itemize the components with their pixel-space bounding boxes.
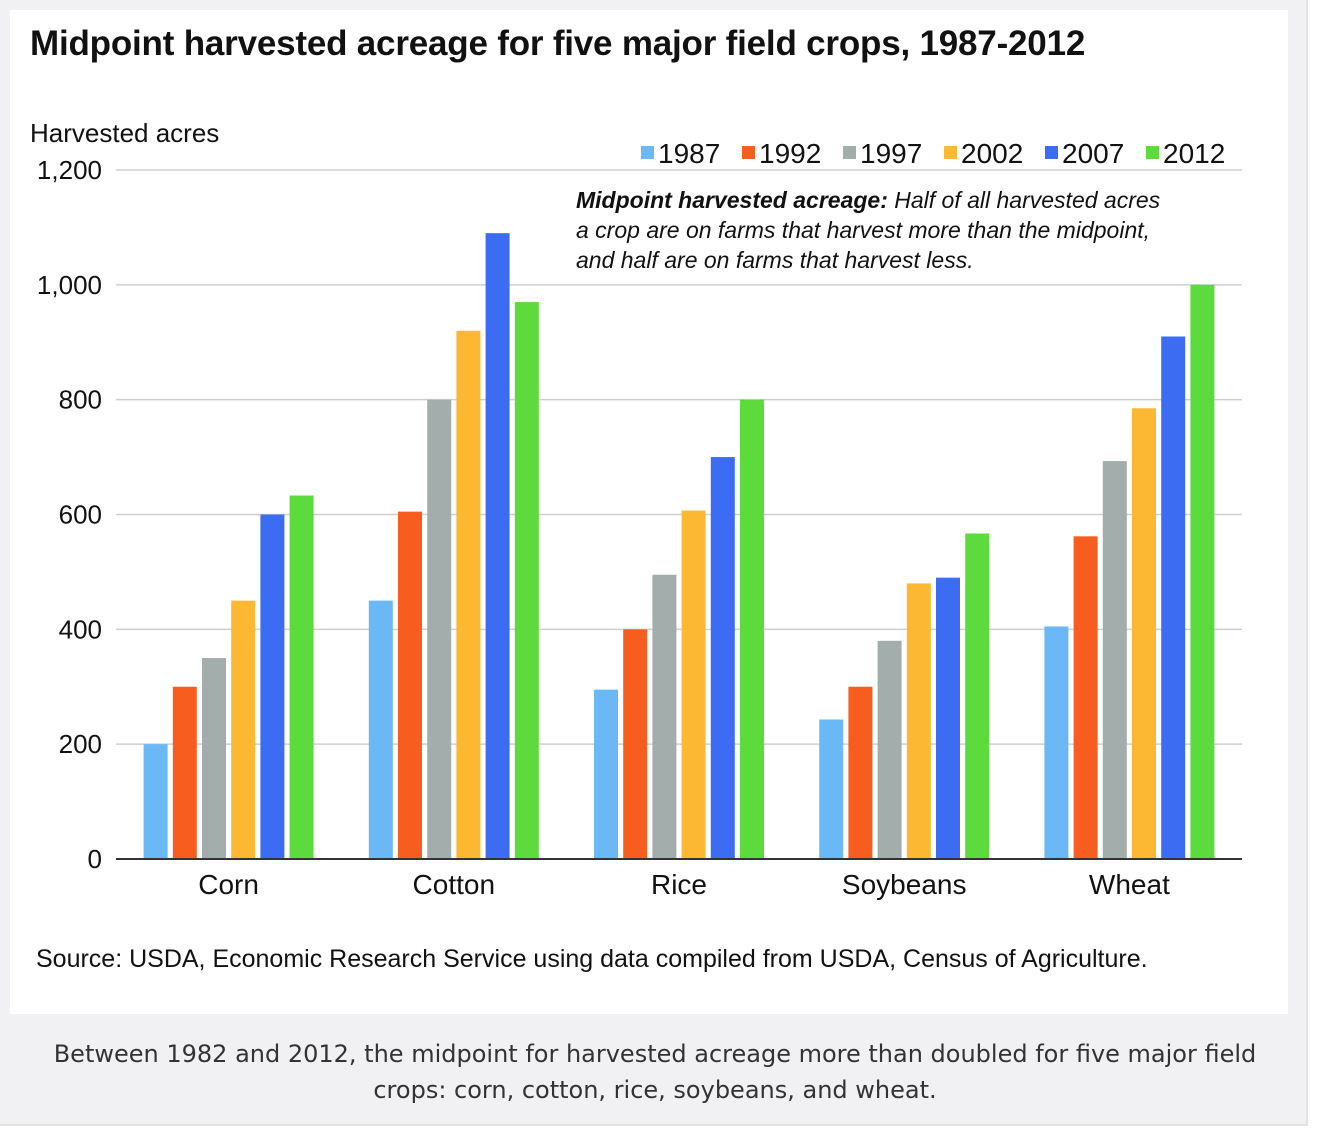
- x-tick-label: Rice: [651, 869, 707, 900]
- note-line-3: and half are on farms that harvest less.: [576, 247, 974, 273]
- y-axis-label: Harvested acres: [30, 118, 219, 148]
- y-tick-label: 1,000: [37, 270, 102, 300]
- y-tick-label: 600: [59, 500, 102, 530]
- bar-cotton-2002: [456, 330, 481, 859]
- bar-soybeans-1997: [877, 640, 902, 859]
- bar-wheat-1987: [1044, 626, 1069, 859]
- chart-figure: Midpoint harvested acreage for five majo…: [10, 10, 1288, 1014]
- figure-caption: Between 1982 and 2012, the midpoint for …: [53, 1040, 1257, 1104]
- note-line-2: a crop are on farms that harvest more th…: [576, 217, 1150, 243]
- bar-corn-1997: [202, 658, 226, 859]
- x-axis-ticks: Corn Cotton Rice Soybeans Wheat: [198, 869, 1170, 900]
- legend-label-1987: 1987: [658, 138, 720, 169]
- legend-swatch-2012: [1146, 146, 1159, 159]
- bar-wheat-2002: [1132, 408, 1156, 859]
- y-tick-label: 1,200: [37, 155, 102, 185]
- bar-cotton-2012: [514, 302, 539, 859]
- legend-label-2007: 2007: [1062, 138, 1124, 169]
- bar-cotton-1997: [427, 399, 452, 859]
- bar-rice-1987: [594, 689, 618, 859]
- bar-wheat-2012: [1190, 284, 1215, 859]
- y-tick-label: 400: [59, 614, 102, 644]
- bar-corn-1987: [143, 744, 168, 859]
- y-tick-label: 800: [59, 385, 102, 415]
- note-bold: Midpoint harvested acreage:: [576, 187, 888, 213]
- x-tick-label: Cotton: [413, 869, 496, 900]
- y-tick-label: 0: [88, 844, 102, 874]
- bar-rice-1997: [652, 574, 677, 859]
- bar-wheat-2007: [1161, 336, 1186, 860]
- x-tick-label: Corn: [198, 869, 259, 900]
- legend-swatch-1987: [641, 146, 654, 159]
- bar-wheat-1992: [1073, 536, 1098, 859]
- x-tick-label: Wheat: [1089, 869, 1170, 900]
- legend-label-2002: 2002: [961, 138, 1023, 169]
- chart-title: Midpoint harvested acreage for five majo…: [30, 24, 1086, 63]
- legend-swatch-2002: [944, 146, 957, 159]
- legend-swatch-2007: [1045, 146, 1058, 159]
- bar-soybeans-1987: [819, 719, 844, 859]
- bar-corn-2002: [231, 600, 256, 859]
- legend-label-2012: 2012: [1163, 138, 1225, 169]
- bar-rice-1992: [623, 629, 648, 859]
- bar-soybeans-2012: [965, 533, 990, 859]
- legend-swatch-1992: [742, 146, 755, 159]
- bar-corn-2007: [260, 514, 285, 859]
- definition-note: Midpoint harvested acreage: Half of all …: [576, 187, 1161, 273]
- bar-cotton-1987: [368, 600, 393, 859]
- y-axis-ticks: 0 200 400 600 800 1,000 1,200: [37, 155, 102, 874]
- bar-soybeans-1992: [848, 686, 873, 859]
- bar-corn-1992: [172, 686, 197, 859]
- bars: [143, 233, 1215, 860]
- legend-label-1997: 1997: [860, 138, 922, 169]
- bar-soybeans-2007: [936, 577, 960, 859]
- bar-soybeans-2002: [906, 583, 931, 859]
- legend-label-1992: 1992: [759, 138, 821, 169]
- x-tick-label: Soybeans: [842, 869, 967, 900]
- bar-corn-2012: [289, 495, 314, 859]
- bar-rice-2007: [710, 457, 735, 859]
- legend-swatch-1997: [843, 146, 856, 159]
- legend: 1987 1992 1997 2002 2007 2012: [641, 138, 1225, 169]
- source-note: Source: USDA, Economic Research Service …: [36, 945, 1148, 973]
- bar-cotton-2007: [485, 233, 510, 860]
- bar-wheat-1997: [1102, 461, 1127, 859]
- bar-rice-2002: [681, 510, 706, 859]
- note-line-1: Midpoint harvested acreage: Half of all …: [576, 187, 1161, 213]
- bar-rice-2012: [740, 399, 764, 859]
- y-tick-label: 200: [59, 729, 102, 759]
- note-rest: Half of all harvested acres: [888, 187, 1161, 213]
- bar-cotton-1992: [398, 511, 422, 859]
